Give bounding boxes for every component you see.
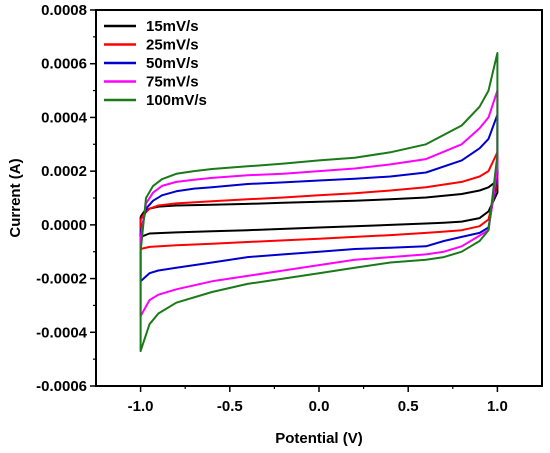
x-tick-label: -1.0 (128, 398, 154, 415)
y-axis: -0.0006 -0.0004 -0.0002 0.0000 0.0002 0.0004 0… (36, 2, 96, 395)
y-tick-label: 0.0000 (41, 217, 87, 234)
x-tick-label: -0.5 (217, 398, 243, 415)
y-axis-title: Current (A) (7, 158, 24, 237)
series-line-0 (139, 179, 499, 238)
x-axis-title: Potential (V) (275, 430, 363, 447)
series-layer (139, 52, 499, 353)
legend-label-4: 100mV/s (146, 92, 207, 109)
y-tick-label: -0.0002 (36, 271, 87, 288)
x-axis: -1.0 -0.5 0.0 0.5 1.0 (128, 386, 508, 415)
y-tick-label: 0.0002 (41, 163, 87, 180)
legend-label-2: 50mV/s (146, 55, 199, 72)
legend-label-0: 15mV/s (146, 18, 199, 35)
y-tick-label: -0.0004 (36, 324, 88, 341)
y-tick-label: 0.0004 (41, 109, 88, 126)
x-tick-label: 1.0 (487, 398, 508, 415)
series-line-3 (139, 89, 499, 318)
series-line-4 (139, 52, 499, 353)
x-tick-label: 0.0 (309, 398, 330, 415)
y-tick-label: -0.0006 (36, 378, 87, 395)
x-tick-label: 0.5 (398, 398, 419, 415)
y-tick-label: 0.0006 (41, 56, 87, 73)
y-tick-label: 0.0008 (41, 2, 87, 19)
legend-label-3: 75mV/s (146, 74, 199, 91)
legend-label-1: 25mV/s (146, 37, 199, 54)
